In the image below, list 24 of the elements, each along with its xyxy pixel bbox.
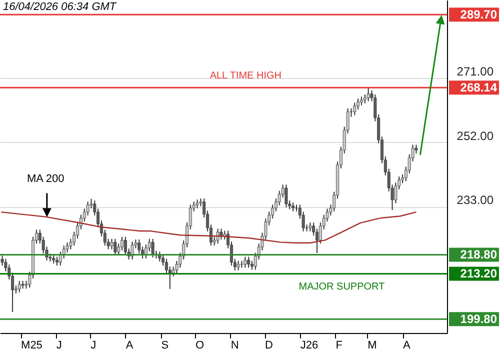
x-tick-label: M (368, 340, 377, 350)
x-tick-label: D (265, 340, 274, 350)
x-tick-label: A (403, 340, 412, 350)
y-tick-label: 271.00 (456, 64, 494, 78)
x-tick-label: F (336, 340, 343, 350)
x-tick-label: J (90, 340, 96, 350)
x-tick-label: J26 (300, 340, 318, 350)
x-tick-label: N (230, 340, 239, 350)
x-tick-label: O (195, 340, 204, 350)
annotation: ALL TIME HIGH (210, 70, 282, 82)
ref-line-label: 268.14 (460, 80, 498, 95)
x-tick-label: S (161, 340, 169, 350)
x-tick-label: J (56, 340, 62, 350)
ref-line-label: 289.70 (460, 8, 498, 22)
annotation: 16/04/2026 06:34 GMT (3, 1, 118, 13)
x-tick-label: M25 (21, 340, 42, 350)
y-tick-label: 233.00 (456, 193, 494, 208)
annotation: MAJOR SUPPORT (298, 282, 385, 293)
text: MA 200 (26, 172, 64, 185)
y-tick-label: 252.00 (456, 128, 494, 143)
ref-line-label: 199.80 (460, 312, 498, 326)
ref-line-label: 213.20 (460, 266, 498, 281)
x-tick-label: A (126, 340, 134, 350)
ref-line-label: 218.80 (460, 248, 498, 262)
